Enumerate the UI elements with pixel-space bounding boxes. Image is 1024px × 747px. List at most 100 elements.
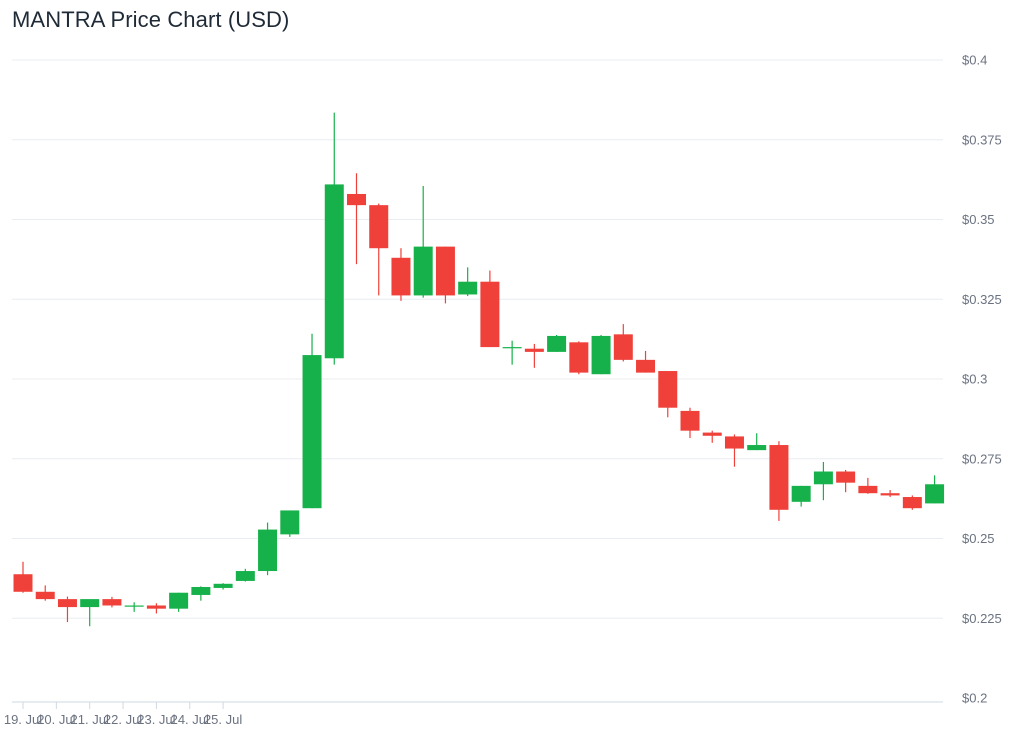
x-tick-label: 21. Jul [71,712,109,727]
candle-down [146,603,166,614]
candle-down [524,343,544,368]
candle-up [235,568,255,582]
x-tick-label: 25. Jul [204,712,242,727]
candle-down [702,430,722,443]
y-tick-label: $0.375 [962,132,1002,147]
candle-body [858,485,878,494]
candle-down [880,490,900,498]
candle-up [791,485,811,507]
candle-body [658,371,678,408]
candle-body [413,246,433,296]
candle-down [435,246,455,304]
chart-title: MANTRA Price Chart (USD) [12,7,290,32]
candle-body [13,574,33,592]
candle-body [35,591,55,600]
candle-body [280,510,300,535]
candle-up [80,599,100,627]
candle-body [836,471,856,483]
candle-body [880,493,900,496]
y-tick-label: $0.3 [962,372,987,387]
candle-body [702,432,722,436]
candle-body [547,335,567,352]
candle-body [191,586,211,595]
candle-up [813,461,833,501]
candle-down [102,596,122,608]
y-tick-label: $0.2 [962,691,987,706]
candle-down [769,441,789,521]
candle-down [902,495,922,510]
y-tick-label: $0.325 [962,292,1002,307]
candle-body [480,281,500,348]
candle-up [591,334,611,375]
candle-body [747,445,767,451]
candle-up [747,433,767,451]
x-tick-label: 23. Jul [137,712,175,727]
candle-body [391,257,411,296]
candle-body [613,334,633,360]
y-tick-label: $0.25 [962,531,995,546]
candle-down [836,469,856,493]
candle-up [169,592,189,612]
candle-down [658,371,678,418]
candle-body [80,599,100,608]
candle-up [213,583,233,590]
candle-body [769,445,789,510]
candle-down [57,596,77,623]
candle-body [724,436,744,449]
candle-body [169,592,189,609]
candle-body [347,193,366,206]
candle-down [369,203,389,296]
candle-body [258,529,278,572]
gridlines [12,59,943,703]
candle-up [258,522,278,576]
candle-up [124,602,144,612]
candle-body [57,599,77,608]
x-tick-label: 19. Jul [4,712,42,727]
candles [13,112,945,627]
candle-down [391,248,411,301]
candle-up [191,586,211,601]
candle-down [636,350,656,373]
candle-body [636,359,656,373]
candle-body [102,599,122,606]
x-tick-label: 22. Jul [104,712,142,727]
candle-body [435,246,455,296]
candle-down [569,341,589,375]
x-tick-label: 24. Jul [171,712,209,727]
candle-body [569,342,589,373]
candle-body [925,484,945,504]
candle-body [324,184,344,359]
candle-down [35,585,55,601]
candle-body [813,471,833,485]
candle-down [680,407,700,439]
y-tick-label: $0.275 [962,451,1002,466]
y-tick-label: $0.35 [962,212,995,227]
candle-body [458,281,478,295]
x-tick-label: 20. Jul [37,712,75,727]
candle-body [124,605,144,607]
candle-down [613,324,633,362]
candle-down [724,434,744,467]
candle-body [235,571,255,581]
candle-body [524,348,544,352]
candle-body [680,410,700,431]
candle-body [591,335,611,375]
candle-down [13,561,33,593]
candle-up [280,510,300,537]
candle-down [347,173,366,265]
candle-up [925,475,945,504]
y-tick-label: $0.225 [962,611,1002,626]
candle-body [902,497,922,509]
candle-up [547,334,567,352]
candle-body [146,605,166,609]
candle-down [480,270,500,348]
candle-up [413,186,433,298]
candle-up [502,340,522,365]
candle-up [324,112,344,365]
candle-up [458,267,478,297]
candle-body [213,583,233,588]
y-tick-label: $0.4 [962,53,987,68]
candle-body [302,355,322,509]
